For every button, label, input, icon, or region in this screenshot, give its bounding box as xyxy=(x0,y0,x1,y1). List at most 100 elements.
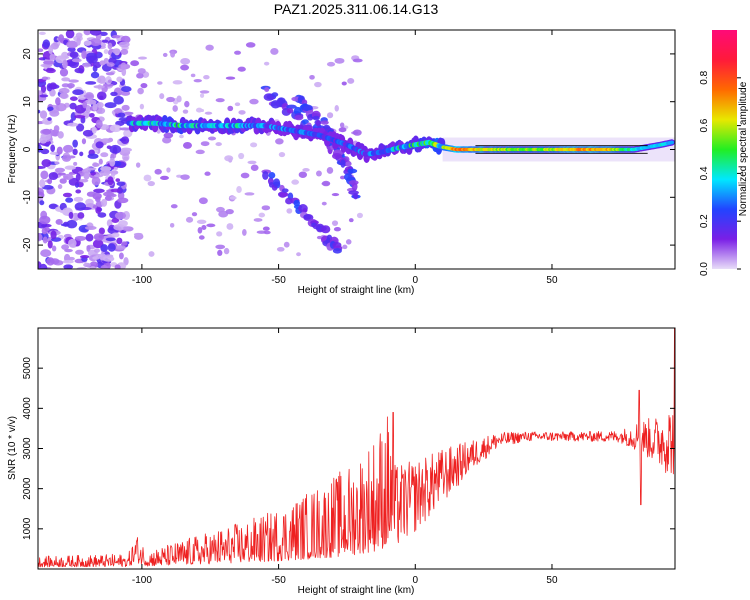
spectrogram-cell xyxy=(59,68,69,77)
spectrogram-cell xyxy=(89,266,96,269)
spectrogram-cell xyxy=(314,81,322,88)
spectrogram-cell xyxy=(170,50,176,58)
spectrogram-cell xyxy=(352,129,362,136)
spectrogram-cell xyxy=(179,134,184,139)
spectrogram-cell xyxy=(123,226,130,230)
spectrogram-cell xyxy=(41,159,52,168)
spectrogram-cell xyxy=(172,105,178,112)
spectrogram-cell xyxy=(216,206,225,213)
spectrogram-cell xyxy=(66,40,79,49)
spectrogram-cell xyxy=(113,166,118,171)
spectrogram-cell xyxy=(215,98,225,103)
spectrogram-cell xyxy=(79,178,89,183)
spectrogram-cell xyxy=(67,122,79,127)
spectrogram-cell xyxy=(196,219,207,224)
spectrogram-cell xyxy=(40,132,52,141)
spectrogram-cell xyxy=(182,109,189,114)
spectrogram-cell xyxy=(286,208,293,214)
spectrogram-cell xyxy=(107,42,113,50)
spectrogram-cell xyxy=(242,228,247,236)
spectrogram-cell xyxy=(199,90,210,94)
spectrogram-cell xyxy=(96,101,104,109)
spectrogram-cell xyxy=(137,68,146,74)
spectrogram-cell xyxy=(115,245,126,250)
spectrogram-cell xyxy=(65,197,74,203)
spectrogram-cell xyxy=(262,226,270,231)
spectrogram-ridge xyxy=(125,114,675,164)
spectrogram-cell xyxy=(98,158,103,165)
spectrogram-cell xyxy=(225,76,236,80)
spectrogram-cell xyxy=(92,256,100,260)
colorbar-tick-label: 0.4 xyxy=(699,166,710,180)
spectrogram-cell xyxy=(57,131,64,139)
spectrogram-cell xyxy=(234,50,242,55)
colorbar-tick-label: 0.2 xyxy=(699,214,710,228)
spectrogram-cell xyxy=(116,237,123,245)
spectrogram-y-label: Frequency (Hz) xyxy=(7,115,18,184)
spectrogram-cell xyxy=(271,92,279,97)
colorbar-ticks: 0.0 0.2 0.4 0.6 0.8 xyxy=(699,70,741,276)
spectrogram-cell xyxy=(207,136,217,141)
spectrogram-cell xyxy=(83,30,92,36)
spectrogram-cell xyxy=(110,152,117,159)
spectrogram-cell xyxy=(133,232,143,236)
spectrogram-cell xyxy=(100,264,108,269)
spectrogram-cell xyxy=(286,108,294,114)
spectrogram-cell xyxy=(72,139,78,148)
spectrogram-cell xyxy=(250,142,258,148)
spectrogram-cell xyxy=(71,58,82,63)
spectrogram-cell xyxy=(215,244,226,250)
spectrogram-cell xyxy=(197,227,203,234)
spectrogram-cell xyxy=(79,151,84,157)
spectrogram-cell xyxy=(100,138,112,144)
spectrogram-cell xyxy=(107,176,114,186)
spectrogram-cell xyxy=(195,107,203,113)
snr-x-ticks: -100 -50 0 50 xyxy=(132,328,558,586)
spectrogram-cell xyxy=(46,257,55,266)
spectrogram-cell xyxy=(200,141,210,147)
spectrogram-cell xyxy=(72,148,78,156)
spectrogram-cell xyxy=(73,196,84,202)
spectrogram-cell xyxy=(75,249,84,255)
spectrogram-cell xyxy=(347,77,355,84)
spectrogram-x-label: Height of straight line (km) xyxy=(298,285,415,296)
spectrogram-cell xyxy=(147,180,155,187)
spectrogram-x-tick-label: 50 xyxy=(546,275,558,286)
spectrogram-cell xyxy=(80,255,90,259)
spectrogram-cell xyxy=(55,97,61,106)
spectrogram-cell xyxy=(237,66,246,72)
spectrogram-cell xyxy=(340,159,346,168)
spectrogram-cell xyxy=(75,189,82,194)
spectrogram-cell xyxy=(176,95,182,103)
snr-y-tick-label: 5000 xyxy=(22,357,33,380)
spectrogram-cell xyxy=(111,232,120,238)
spectrogram-ridge-core xyxy=(669,140,675,145)
spectrogram-cell xyxy=(83,171,90,180)
spectrogram-cell xyxy=(95,205,102,214)
spectrogram-cell xyxy=(268,172,276,179)
spectrogram-cell xyxy=(99,60,106,66)
spectrogram-cell xyxy=(331,193,340,197)
spectrogram-cell xyxy=(68,211,74,219)
spectrogram-cell xyxy=(123,156,129,161)
snr-series-line xyxy=(38,328,675,568)
spectrogram-cell xyxy=(48,172,59,180)
spectrogram-cell xyxy=(157,81,163,85)
spectrogram-cell xyxy=(115,178,121,183)
spectrogram-cell xyxy=(114,264,121,269)
spectrogram-cell xyxy=(116,76,123,83)
spectrogram-cell xyxy=(49,53,55,61)
spectrogram-cell xyxy=(68,79,79,83)
spectrogram-cell xyxy=(68,256,75,261)
spectrogram-cell xyxy=(261,205,271,211)
spectrogram-cell xyxy=(296,252,301,257)
spectrogram-cell xyxy=(54,167,66,173)
spectrogram-cell xyxy=(110,188,121,193)
spectrogram-cell xyxy=(81,138,87,145)
spectrogram-cell xyxy=(302,168,310,172)
spectrogram-cell xyxy=(73,161,78,166)
snr-panel: -100 -50 0 50 1000 2000 3000 4000 5000 Height o… xyxy=(7,327,676,596)
snr-y-tick-label: 2000 xyxy=(22,477,33,500)
spectrogram-cell xyxy=(236,185,242,193)
